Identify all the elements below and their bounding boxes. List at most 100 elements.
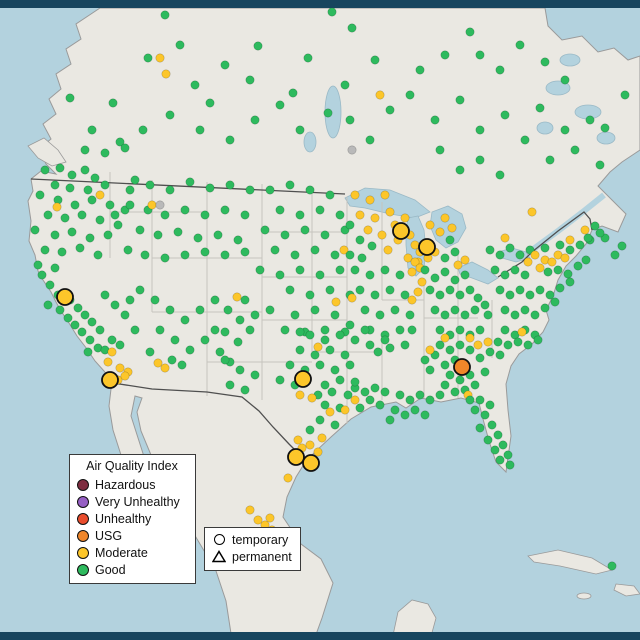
station-dot[interactable] [450, 305, 460, 315]
station-dot[interactable] [200, 247, 210, 257]
station-dot[interactable] [115, 137, 125, 147]
station-dot[interactable] [320, 325, 330, 335]
station-dot[interactable] [583, 233, 593, 243]
station-dot[interactable] [110, 300, 120, 310]
station-dot[interactable] [370, 383, 380, 393]
station-dot[interactable] [52, 202, 62, 212]
station-dot[interactable] [65, 183, 75, 193]
station-dot[interactable] [555, 283, 565, 293]
station-dot[interactable] [520, 135, 530, 145]
station-dot[interactable] [495, 65, 505, 75]
station-dot[interactable] [215, 347, 225, 357]
station-dot[interactable] [310, 245, 320, 255]
station-dot[interactable] [460, 270, 470, 280]
station-dot[interactable] [313, 342, 323, 352]
station-dot[interactable] [345, 360, 355, 370]
station-dot[interactable] [435, 145, 445, 155]
station-dot[interactable] [483, 435, 493, 445]
station-dot[interactable] [135, 285, 145, 295]
station-dot[interactable] [290, 250, 300, 260]
station-dot[interactable] [180, 315, 190, 325]
station-marker-large[interactable] [392, 222, 410, 240]
station-dot[interactable] [275, 375, 285, 385]
station-dot[interactable] [240, 210, 250, 220]
station-dot[interactable] [240, 385, 250, 395]
station-dot[interactable] [355, 235, 365, 245]
station-dot[interactable] [495, 350, 505, 360]
station-dot[interactable] [380, 387, 390, 397]
station-dot[interactable] [420, 355, 430, 365]
station-dot[interactable] [220, 60, 230, 70]
station-dot[interactable] [160, 363, 170, 373]
station-dot[interactable] [103, 230, 113, 240]
station-dot[interactable] [330, 365, 340, 375]
station-dot[interactable] [115, 340, 125, 350]
station-dot[interactable] [83, 347, 93, 357]
station-dot[interactable] [85, 335, 95, 345]
station-dot[interactable] [95, 215, 105, 225]
station-dot[interactable] [475, 125, 485, 135]
station-dot[interactable] [195, 305, 205, 315]
station-dot[interactable] [125, 200, 135, 210]
station-dot[interactable] [607, 561, 617, 571]
station-dot[interactable] [110, 210, 120, 220]
station-dot[interactable] [320, 400, 330, 410]
station-dot[interactable] [260, 225, 270, 235]
station-dot[interactable] [440, 310, 450, 320]
station-dot[interactable] [395, 390, 405, 400]
station-dot[interactable] [465, 27, 475, 37]
station-dot[interactable] [475, 395, 485, 405]
station-dot[interactable] [95, 325, 105, 335]
station-dot[interactable] [330, 250, 340, 260]
station-dot[interactable] [565, 235, 575, 245]
station-dot[interactable] [585, 115, 595, 125]
station-dot[interactable] [145, 347, 155, 357]
station-dot[interactable] [410, 240, 420, 250]
station-dot[interactable] [107, 335, 117, 345]
station-dot[interactable] [295, 125, 305, 135]
station-dot[interactable] [165, 185, 175, 195]
station-dot[interactable] [425, 220, 435, 230]
station-dot[interactable] [475, 353, 485, 363]
station-dot[interactable] [245, 75, 255, 85]
station-dot[interactable] [205, 98, 215, 108]
station-dot[interactable] [465, 395, 475, 405]
station-dot[interactable] [490, 445, 500, 455]
station-dot[interactable] [445, 345, 455, 355]
station-dot[interactable] [365, 195, 375, 205]
station-dot[interactable] [485, 245, 495, 255]
station-dot[interactable] [250, 310, 260, 320]
station-dot[interactable] [255, 265, 265, 275]
station-dot[interactable] [535, 263, 545, 273]
station-dot[interactable] [153, 358, 163, 368]
station-marker-large[interactable] [294, 370, 312, 388]
station-dot[interactable] [280, 325, 290, 335]
station-dot[interactable] [115, 363, 125, 373]
station-dot[interactable] [440, 333, 450, 343]
station-dot[interactable] [220, 205, 230, 215]
station-dot[interactable] [370, 290, 380, 300]
station-dot[interactable] [315, 360, 325, 370]
station-dot[interactable] [60, 213, 70, 223]
station-dot[interactable] [503, 450, 513, 460]
station-dot[interactable] [415, 65, 425, 75]
station-dot[interactable] [355, 403, 365, 413]
station-dot[interactable] [545, 155, 555, 165]
station-dot[interactable] [510, 310, 520, 320]
station-dot[interactable] [395, 325, 405, 335]
station-dot[interactable] [185, 345, 195, 355]
station-dot[interactable] [275, 205, 285, 215]
station-dot[interactable] [233, 235, 243, 245]
station-marker-large[interactable] [287, 448, 305, 466]
station-dot[interactable] [370, 55, 380, 65]
station-dot[interactable] [327, 7, 337, 17]
station-dot[interactable] [107, 347, 117, 357]
station-dot[interactable] [450, 275, 460, 285]
station-dot[interactable] [285, 180, 295, 190]
station-dot[interactable] [93, 250, 103, 260]
station-dot[interactable] [65, 93, 75, 103]
station-dot[interactable] [143, 53, 153, 63]
station-dot[interactable] [85, 233, 95, 243]
station-dot[interactable] [385, 285, 395, 295]
station-dot[interactable] [73, 303, 83, 313]
